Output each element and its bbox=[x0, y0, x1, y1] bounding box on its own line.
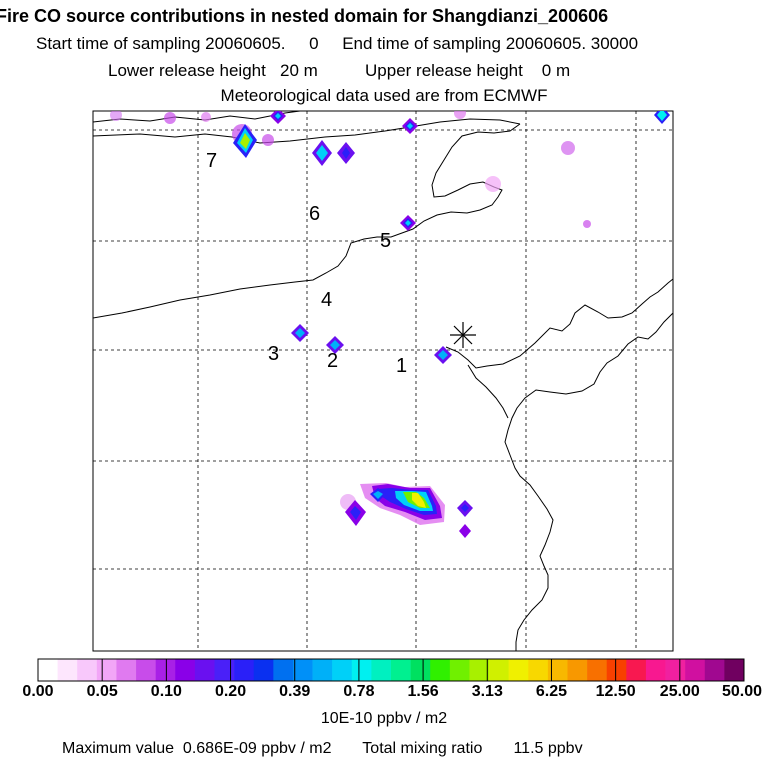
colorbar-swatch bbox=[704, 659, 725, 681]
colorbar-swatch bbox=[155, 659, 176, 681]
colorbar-swatch bbox=[391, 659, 411, 681]
colorbar-tick-label: 0.10 bbox=[150, 683, 182, 700]
colorbar-swatch bbox=[724, 659, 745, 681]
colorbar-swatch bbox=[332, 659, 353, 681]
colorbar-tick-label: 1.56 bbox=[407, 683, 439, 700]
colorbar-swatch bbox=[645, 659, 666, 681]
colorbar-swatch bbox=[410, 659, 431, 681]
co-source-blobs bbox=[110, 111, 670, 538]
total-mixing-label: Total mixing ratio bbox=[362, 740, 483, 757]
colorbar-swatch bbox=[508, 659, 529, 681]
colorbar-swatch bbox=[96, 659, 117, 681]
colorbar-tick-labels: 0.00 0.05 0.10 0.20 0.39 0.78 1.56 3.13 6.25 12.5… bbox=[0, 683, 768, 703]
site-label-4: 4 bbox=[321, 289, 332, 311]
plot-title: Fire CO source contributions in nested d… bbox=[0, 6, 609, 26]
colorbar-tick-label: 12.50 bbox=[595, 683, 636, 700]
map-frame bbox=[92, 110, 674, 652]
met-data-note: Meteorological data used are from ECMWF bbox=[220, 86, 548, 105]
colorbar-swatch bbox=[116, 659, 137, 681]
colorbar-swatch bbox=[469, 659, 490, 681]
colorbar-swatch bbox=[38, 659, 58, 681]
colorbar-swatch bbox=[77, 659, 98, 681]
site-label-3: 3 bbox=[268, 343, 279, 365]
colorbar-tick-label: 0.05 bbox=[86, 683, 118, 700]
colorbar-swatch bbox=[528, 659, 549, 681]
colorbar-tick-label: 25.00 bbox=[659, 683, 700, 700]
colorbar-swatch bbox=[587, 659, 608, 681]
release-height-line: Lower release height 20 m Upper release … bbox=[108, 61, 768, 81]
colorbar-tick-label: 0.78 bbox=[343, 683, 375, 700]
site-label-1: 1 bbox=[396, 355, 407, 377]
upper-release-label: Upper release height bbox=[365, 61, 523, 80]
lower-release-label: Lower release height bbox=[108, 61, 266, 80]
colorbar-swatch bbox=[312, 659, 333, 681]
site-label-5: 5 bbox=[380, 230, 391, 252]
total-mixing-value: 11.5 ppbv bbox=[513, 740, 583, 757]
site-label-6: 6 bbox=[309, 203, 320, 225]
colorbar-swatch bbox=[175, 659, 196, 681]
colorbar-tick-label: 0.00 bbox=[22, 683, 54, 700]
coastlines bbox=[93, 111, 673, 651]
colorbar-swatch bbox=[606, 659, 627, 681]
colorbar-swatch bbox=[136, 659, 156, 681]
max-value-label: Maximum value bbox=[62, 740, 175, 757]
colorbar-swatch bbox=[273, 659, 294, 681]
asterisk-icon bbox=[450, 322, 476, 348]
colorbar-tick-label: 6.25 bbox=[535, 683, 568, 700]
colorbar-swatch bbox=[489, 659, 509, 681]
start-time-value: 20060605. 0 bbox=[205, 34, 319, 53]
summary-line: Maximum value 0.686E-09 ppbv / m2 Total … bbox=[62, 740, 583, 758]
colorbar-swatch bbox=[430, 659, 451, 681]
colorbar-tick-label: 0.20 bbox=[214, 683, 247, 700]
colorbar-tick-label: 0.39 bbox=[279, 683, 311, 700]
end-time-label: End time of sampling bbox=[342, 34, 501, 53]
lower-release-value: 20 m bbox=[280, 61, 318, 80]
colorbar-swatch bbox=[665, 659, 686, 681]
colorbar-swatch bbox=[567, 659, 588, 681]
start-time-label: Start time of sampling bbox=[36, 34, 201, 53]
colorbar-border bbox=[37, 658, 745, 682]
site-labels: 1 2 3 4 5 6 7 bbox=[206, 150, 407, 377]
site-label-2: 2 bbox=[327, 350, 338, 372]
site-label-7: 7 bbox=[206, 150, 217, 172]
colorbar-swatch bbox=[253, 659, 274, 681]
colorbar-swatch bbox=[194, 659, 215, 681]
max-value: 0.686E-09 ppbv / m2 bbox=[182, 740, 332, 757]
colorbar-swatch bbox=[371, 659, 392, 681]
colorbar-tick-label: 3.13 bbox=[471, 683, 503, 700]
colorbar-swatch bbox=[547, 659, 568, 681]
colorbar-swatch bbox=[57, 659, 78, 681]
end-time-value: 20060605. 30000 bbox=[505, 34, 639, 53]
colorbar-swatch bbox=[449, 659, 470, 681]
colorbar-swatch bbox=[292, 659, 313, 681]
colorbar-swatch bbox=[626, 659, 647, 681]
grid-lines bbox=[93, 111, 673, 651]
colorbar-swatch bbox=[214, 659, 235, 681]
colorbar bbox=[37, 658, 745, 682]
colorbar-swatch bbox=[234, 659, 255, 681]
colorbar-swatch bbox=[685, 659, 706, 681]
colorbar-swatch bbox=[351, 659, 372, 681]
sampling-time-line: Start time of sampling 20060605. 0 End t… bbox=[36, 34, 768, 54]
colorbar-tick-label: 50.00 bbox=[721, 683, 763, 700]
colorbar-units: 10E-10 ppbv / m2 bbox=[320, 710, 448, 727]
upper-release-value: 0 m bbox=[541, 61, 571, 80]
